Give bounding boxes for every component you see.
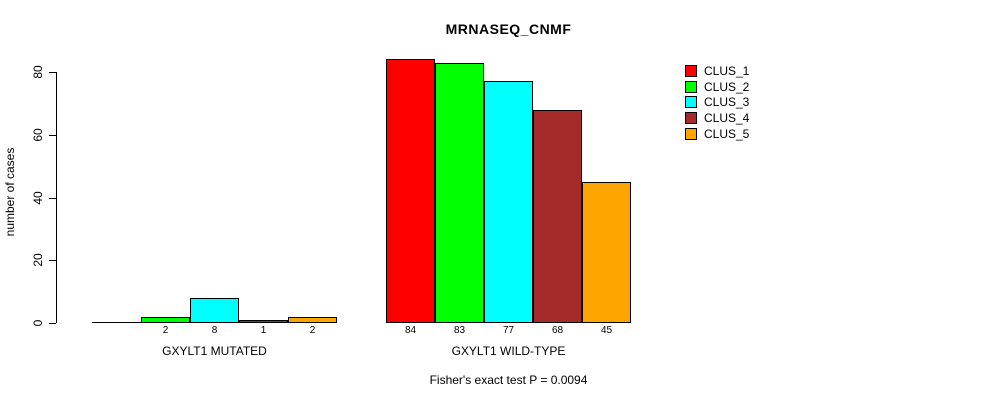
legend-row-clus_5: CLUS_5 <box>685 126 749 142</box>
bar-value-label: 1 <box>260 325 267 336</box>
legend-row-clus_2: CLUS_2 <box>685 79 749 95</box>
y-axis-line <box>56 72 57 323</box>
bar-gxylt1-mutated-clus_4 <box>239 320 288 323</box>
legend-label: CLUS_3 <box>704 95 750 110</box>
legend-label: CLUS_1 <box>704 63 750 78</box>
legend-label: CLUS_4 <box>704 111 750 126</box>
y-tick-mark <box>49 72 56 73</box>
bar-value-label: 68 <box>551 325 564 336</box>
y-tick-mark <box>49 135 56 136</box>
y-tick-mark <box>49 323 56 324</box>
legend-swatch-clus_4 <box>685 112 697 125</box>
bar-gxylt1-wild-type-clus_1 <box>386 59 435 323</box>
legend-swatch-clus_5 <box>685 127 697 140</box>
bar-gxylt1-wild-type-clus_4 <box>533 110 582 323</box>
bar-gxylt1-mutated-clus_2 <box>141 317 190 323</box>
y-tick-label: 20 <box>31 253 45 267</box>
bar-value-label: 45 <box>600 325 613 336</box>
y-tick-label: 40 <box>31 191 45 205</box>
fisher-test-annotation: Fisher's exact test P = 0.0094 <box>429 373 588 387</box>
bar-gxylt1-wild-type-clus_2 <box>435 63 484 323</box>
chart-title: MRNASEQ_CNMF <box>445 21 572 37</box>
y-tick-mark <box>49 260 56 261</box>
y-tick-label: 0 <box>31 319 45 327</box>
bar-gxylt1-mutated-clus_3 <box>190 298 239 323</box>
legend-row-clus_4: CLUS_4 <box>685 110 749 126</box>
legend: CLUS_1 CLUS_2 CLUS_3 CLUS_4 CLUS_5 <box>685 63 749 142</box>
group-label-wild-type: GXYLT1 WILD-TYPE <box>451 344 566 358</box>
group-label-mutated: GXYLT1 MUTATED <box>162 344 267 358</box>
bar-value-label: 83 <box>453 325 466 336</box>
y-tick-label: 60 <box>31 128 45 142</box>
bar-value-label: 8 <box>211 325 218 336</box>
bar-value-label: 84 <box>404 325 417 336</box>
legend-swatch-clus_3 <box>685 96 697 109</box>
bar-gxylt1-wild-type-clus_5 <box>582 182 631 323</box>
y-tick-label: 80 <box>31 65 45 79</box>
legend-row-clus_3: CLUS_3 <box>685 95 749 111</box>
legend-label: CLUS_2 <box>704 79 750 94</box>
legend-row-clus_1: CLUS_1 <box>685 63 749 79</box>
y-tick-mark <box>49 198 56 199</box>
bar-gxylt1-mutated-clus_1 <box>92 322 141 323</box>
bar-value-label: 77 <box>502 325 515 336</box>
bar-value-label: 2 <box>162 325 169 336</box>
bar-value-label: 2 <box>309 325 316 336</box>
bar-gxylt1-mutated-clus_5 <box>288 317 337 323</box>
legend-swatch-clus_2 <box>685 80 697 93</box>
y-axis-title: number of cases <box>3 147 17 237</box>
bar-gxylt1-wild-type-clus_3 <box>484 81 533 323</box>
legend-swatch-clus_1 <box>685 64 697 77</box>
legend-label: CLUS_5 <box>704 126 750 141</box>
